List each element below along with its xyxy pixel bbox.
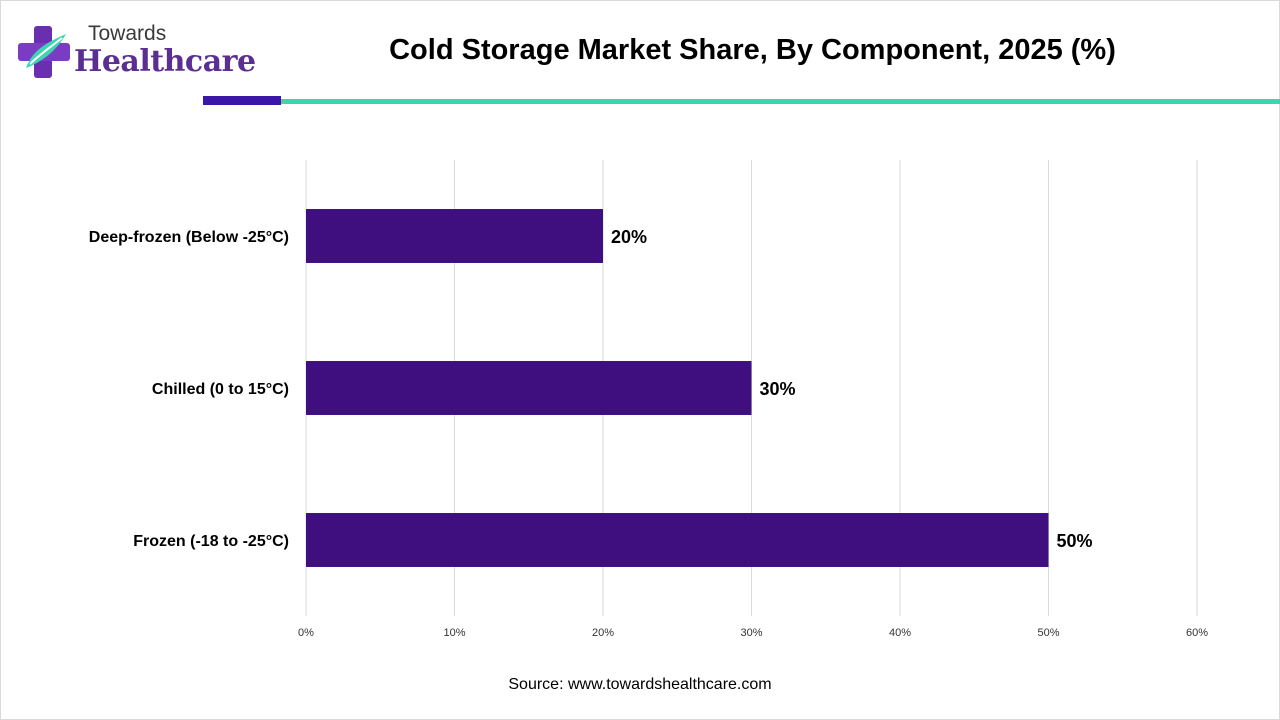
logo-healthcare-text: Healthcare <box>74 44 256 79</box>
x-tick-label: 60% <box>1186 627 1208 639</box>
title-rule-dark <box>203 96 281 105</box>
bar <box>306 513 1049 567</box>
category-label: Chilled (0 to 15°C) <box>152 381 289 398</box>
bar <box>306 361 752 415</box>
towards-healthcare-logo: Towards Healthcare <box>18 22 256 84</box>
category-label: Deep-frozen (Below -25°C) <box>89 229 289 246</box>
x-tick-label: 50% <box>1037 627 1059 639</box>
x-tick-label: 20% <box>592 627 614 639</box>
data-label: 30% <box>760 379 796 399</box>
health-cross-icon <box>18 26 70 78</box>
category-label: Frozen (-18 to -25°C) <box>133 533 289 550</box>
bar <box>306 209 603 263</box>
x-tick-label: 10% <box>443 627 465 639</box>
title-rule-teal <box>281 99 1280 104</box>
data-label: 20% <box>611 227 647 247</box>
x-tick-label: 40% <box>889 627 911 639</box>
logo-towards-text: Towards <box>88 22 167 45</box>
data-label: 50% <box>1057 531 1093 551</box>
x-tick-label: 0% <box>298 627 314 639</box>
source-note: Source: www.towardshealthcare.com <box>508 676 772 693</box>
chart-title: Cold Storage Market Share, By Component,… <box>389 34 1116 66</box>
x-tick-label: 30% <box>740 627 762 639</box>
